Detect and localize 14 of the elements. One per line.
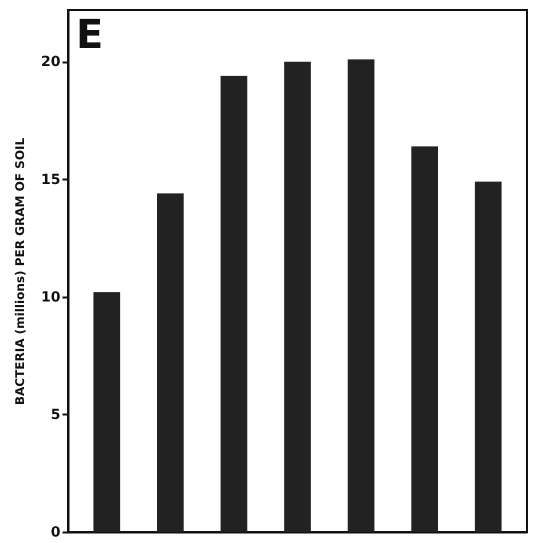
y-tick-label: 20 — [41, 54, 61, 70]
y-tick-label: 5 — [50, 406, 60, 423]
y-tick-label: 0 — [50, 524, 61, 540]
bar — [157, 193, 184, 532]
bar — [411, 146, 438, 532]
bar — [93, 292, 120, 532]
annotation: E — [76, 12, 104, 58]
y-tick-label: 10 — [41, 289, 61, 306]
y-tick-label: 15 — [41, 172, 60, 188]
bar — [284, 62, 311, 532]
y-axis-title: BACTERIA (millions) PER GRAM OF SOIL — [13, 138, 28, 406]
bar — [220, 76, 248, 532]
bar — [348, 59, 374, 532]
bar — [474, 182, 502, 532]
